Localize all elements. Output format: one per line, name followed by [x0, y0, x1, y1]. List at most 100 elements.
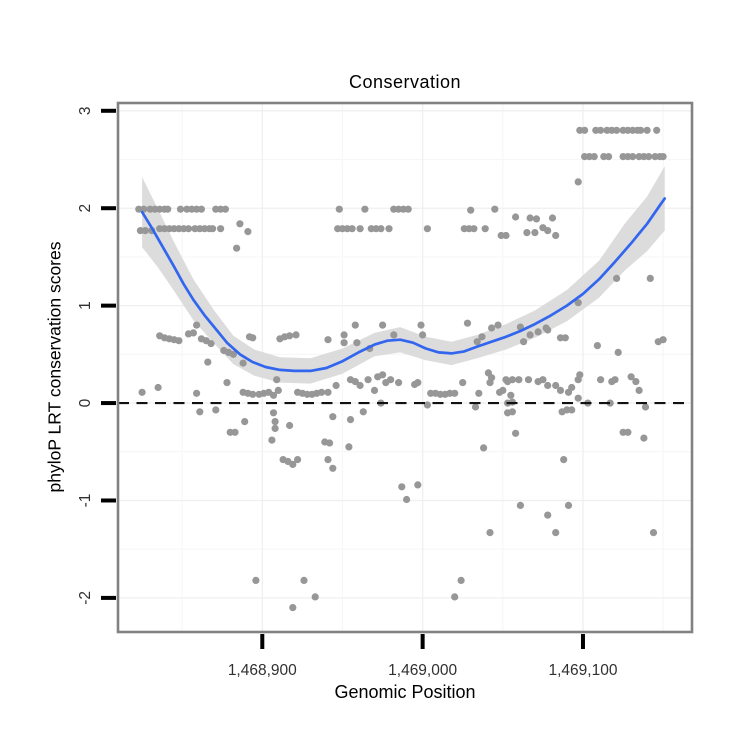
data-point [564, 501, 573, 509]
data-point [629, 153, 637, 161]
data-point [637, 126, 645, 134]
data-point [390, 331, 398, 339]
data-point [249, 334, 257, 342]
x-tick-label: 1,469,100 [548, 662, 617, 679]
data-point [605, 153, 613, 161]
data-point [471, 403, 480, 411]
data-point [340, 331, 348, 339]
data-point [613, 126, 621, 134]
panel-background [118, 103, 692, 632]
data-point [574, 178, 582, 186]
data-point [568, 406, 576, 414]
data-point [229, 350, 237, 358]
x-tick-label: 1,468,900 [228, 662, 297, 679]
data-point [398, 483, 406, 491]
x-tick-label: 1,469,000 [388, 662, 457, 679]
data-point [481, 225, 489, 233]
x-axis-title: Genomic Position [334, 682, 476, 702]
data-point [377, 225, 385, 233]
data-point [526, 214, 534, 222]
data-point [552, 529, 560, 537]
data-point [379, 321, 387, 329]
data-point [507, 391, 515, 399]
data-point [640, 434, 648, 442]
data-point [311, 593, 319, 601]
data-point [414, 379, 422, 387]
data-point [324, 456, 332, 464]
data-point [176, 205, 185, 213]
data-point [649, 529, 658, 537]
data-point [184, 225, 193, 233]
data-point [294, 456, 302, 464]
data-point [189, 329, 197, 337]
data-point [370, 386, 379, 394]
data-point [459, 379, 467, 387]
confidence-band [142, 166, 665, 384]
data-point [271, 418, 279, 426]
data-point [292, 331, 300, 339]
data-point [593, 342, 602, 350]
data-point [324, 336, 332, 344]
data-point [606, 399, 614, 407]
data-point [252, 576, 260, 585]
data-point [502, 231, 510, 240]
data-point [627, 373, 635, 381]
data-point [624, 428, 632, 436]
data-point [212, 406, 220, 414]
data-point [324, 388, 332, 396]
data-point [423, 225, 431, 233]
data-point [351, 321, 359, 329]
data-point [175, 337, 183, 345]
data-point [568, 383, 576, 392]
data-point [196, 408, 204, 416]
data-point [164, 205, 172, 213]
data-point [329, 464, 337, 472]
data-point [269, 409, 278, 417]
panel-border [116, 101, 694, 634]
data-point [217, 225, 225, 233]
data-point [451, 593, 459, 601]
data-point [646, 274, 654, 282]
data-point [340, 339, 348, 347]
data-point [561, 334, 569, 342]
data-point [244, 228, 252, 236]
data-point [335, 205, 343, 213]
data-point [467, 206, 475, 214]
data-point [590, 153, 598, 161]
data-point [404, 205, 412, 213]
data-point [348, 225, 356, 233]
y-tick-label: -2 [77, 591, 94, 605]
data-point [499, 386, 507, 394]
data-point [423, 401, 431, 409]
data-point [614, 348, 622, 356]
data-point [419, 331, 427, 339]
data-point [508, 376, 516, 384]
data-point [548, 214, 557, 222]
data-point [209, 225, 217, 233]
data-point [486, 529, 494, 537]
data-point [154, 383, 162, 392]
data-point [556, 386, 565, 394]
data-point [403, 495, 411, 504]
data-point [271, 424, 279, 432]
data-point [659, 336, 667, 344]
data-point [268, 436, 276, 444]
data-point [515, 376, 523, 384]
data-point [359, 408, 367, 416]
data-point [289, 460, 297, 468]
data-point [539, 376, 547, 384]
data-point [494, 321, 502, 329]
data-point [236, 220, 244, 228]
y-tick-label: -1 [77, 494, 94, 508]
data-point [544, 511, 552, 519]
data-point [138, 388, 146, 396]
data-point [526, 331, 534, 339]
data-point [141, 227, 149, 235]
data-point [273, 376, 281, 384]
y-tick-label: 0 [77, 398, 94, 407]
data-point [611, 376, 619, 384]
chart-title: Conservation [348, 72, 462, 92]
data-point [239, 359, 247, 367]
data-point [379, 371, 387, 379]
data-point [552, 231, 560, 240]
